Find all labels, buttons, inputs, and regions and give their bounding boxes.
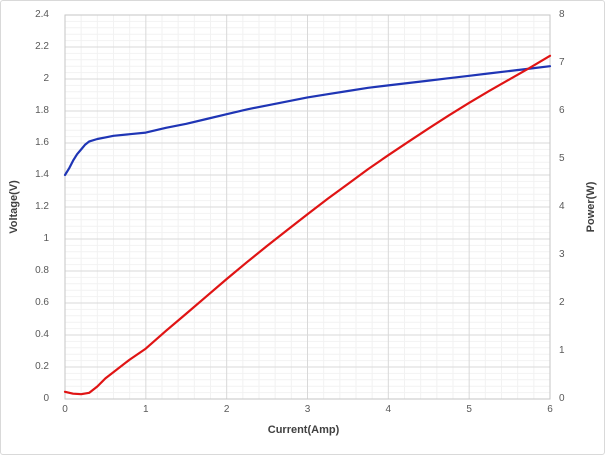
x-axis-title: Current(Amp) — [267, 424, 340, 436]
y-left-tick-label: 0 — [43, 393, 49, 404]
y-left-tick-label: 2.2 — [35, 41, 49, 52]
x-tick-label: 1 — [143, 404, 149, 415]
y-right-tick-label: 6 — [559, 105, 565, 116]
x-tick-label: 4 — [385, 404, 392, 415]
y-left-tick-label: 0.6 — [35, 297, 49, 308]
y-left-tick-label: 1.2 — [35, 201, 49, 212]
y-right-tick-label: 1 — [559, 345, 565, 356]
x-tick-label: 3 — [304, 404, 311, 415]
y-right-tick-label: 0 — [559, 393, 565, 404]
plot-border — [64, 14, 551, 400]
y-left-tick-label: 1.6 — [35, 137, 49, 148]
series-line-voltage — [63, 65, 552, 177]
y-right-tick-label: 2 — [559, 297, 565, 308]
y-right-tick-label: 5 — [559, 153, 565, 164]
y-left-tick-label: 0.2 — [35, 361, 49, 372]
y-right-tick-label: 4 — [559, 201, 565, 212]
y-left-tick-label: 1.4 — [35, 169, 49, 180]
y-left-tick-label: 2 — [43, 73, 49, 84]
x-tick-label: 2 — [223, 404, 230, 415]
series-line-power — [63, 54, 552, 396]
y-left-tick-label: 2.4 — [35, 9, 49, 20]
y-left-tick-label: 1.8 — [35, 105, 49, 116]
x-tick-label: 0 — [62, 404, 68, 415]
y-right-axis-title: Power(W) — [585, 181, 597, 233]
y-left-axis-title: Voltage(V) — [8, 180, 20, 234]
x-tick-label: 6 — [547, 404, 553, 415]
y-right-tick-label: 8 — [559, 9, 565, 20]
y-right-tick-label: 7 — [559, 57, 565, 68]
y-left-tick-label: 1 — [43, 233, 49, 244]
y-right-tick-label: 3 — [559, 249, 565, 260]
y-left-tick-label: 0.4 — [35, 329, 49, 340]
x-tick-label: 5 — [466, 404, 472, 415]
y-left-tick-label: 0.8 — [35, 265, 49, 276]
